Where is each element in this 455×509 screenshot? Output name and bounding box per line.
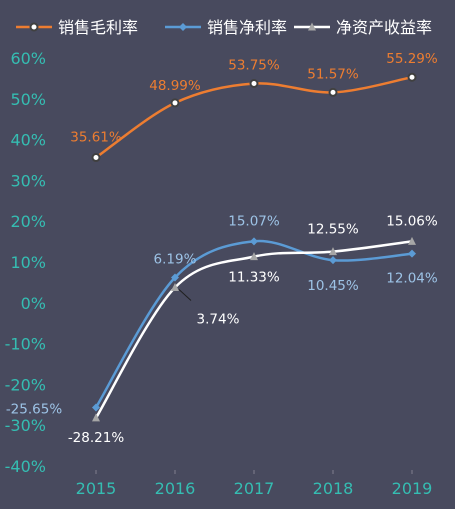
y-tick-label: -10% (5, 335, 46, 354)
x-tick-label: 2015 (76, 479, 117, 498)
data-label: 51.57% (307, 66, 359, 82)
data-label: 55.29% (386, 51, 438, 67)
circle-marker (29, 22, 39, 32)
data-label: 6.19% (154, 252, 197, 268)
legend: 销售毛利率 销售净利率 净资产收益率 (16, 18, 432, 37)
legend-label: 销售净利率 (207, 18, 287, 37)
diamond-marker (408, 249, 416, 258)
diamond-marker (179, 23, 187, 31)
circle-marker (91, 153, 101, 163)
data-label: 10.45% (307, 278, 359, 294)
legend-label: 净资产收益率 (336, 18, 432, 37)
triangle-marker (408, 236, 416, 245)
y-tick-label: -40% (5, 457, 46, 476)
legend-item: 销售净利率 (165, 18, 287, 37)
series-2: -25.65% 6.19% 15.07% 10.45% 12.04% (6, 213, 438, 417)
triangle-marker (92, 413, 100, 422)
x-tick-label: 2018 (313, 479, 354, 498)
x-tick-label: 2017 (234, 479, 275, 498)
triangle-marker (171, 283, 179, 292)
legend-item: 净资产收益率 (294, 18, 432, 37)
x-axis: 2015 2016 2017 2018 2019 (76, 470, 433, 498)
data-label: 3.74% (197, 312, 240, 328)
y-axis: -40% -30% -20% -10% 0% 10% 20% 30% 40% 50% 60% (5, 49, 46, 476)
series-1: 35.61% 48.99% 53.75% 51.57% 55.29% (70, 51, 438, 163)
data-label: 15.06% (386, 213, 438, 229)
y-tick-label: -20% (5, 375, 46, 394)
y-tick-label: 40% (10, 131, 46, 150)
series-line (94, 239, 414, 409)
diamond-marker (250, 237, 258, 246)
y-tick-label: 20% (10, 212, 46, 231)
series-line (94, 75, 414, 159)
diamond-marker (92, 403, 100, 412)
data-label: 48.99% (149, 78, 201, 94)
data-label: 15.07% (228, 213, 280, 229)
y-tick-label: 60% (10, 49, 46, 68)
label-leader-line (178, 289, 192, 301)
data-label: 12.04% (386, 271, 438, 287)
data-label: 11.33% (228, 270, 280, 286)
y-tick-label: -30% (5, 416, 46, 435)
circle-marker (249, 79, 259, 88)
data-label: 35.61% (70, 130, 122, 146)
legend-label: 销售毛利率 (58, 18, 138, 37)
y-tick-label: 30% (10, 171, 46, 190)
data-label: 53.75% (228, 58, 280, 74)
y-tick-label: 0% (21, 294, 46, 313)
series-line (94, 240, 414, 420)
triangle-marker (329, 247, 337, 256)
triangle-marker (308, 22, 316, 31)
circle-marker (170, 98, 180, 108)
diamond-marker (329, 256, 337, 265)
series-3: -28.21% 3.74% 11.33% 12.55% 15.06% (68, 213, 438, 446)
diamond-marker (171, 273, 179, 282)
data-label: -28.21% (68, 430, 125, 446)
y-tick-label: 10% (10, 253, 46, 272)
y-tick-label: 50% (10, 90, 46, 109)
circle-marker (328, 87, 338, 97)
triangle-marker (250, 252, 258, 261)
legend-item: 销售毛利率 (16, 18, 138, 37)
data-label: -25.65% (6, 401, 63, 417)
x-tick-label: 2016 (155, 479, 196, 498)
circle-marker (407, 72, 417, 82)
x-tick-label: 2019 (392, 479, 433, 498)
data-label: 12.55% (307, 222, 359, 238)
